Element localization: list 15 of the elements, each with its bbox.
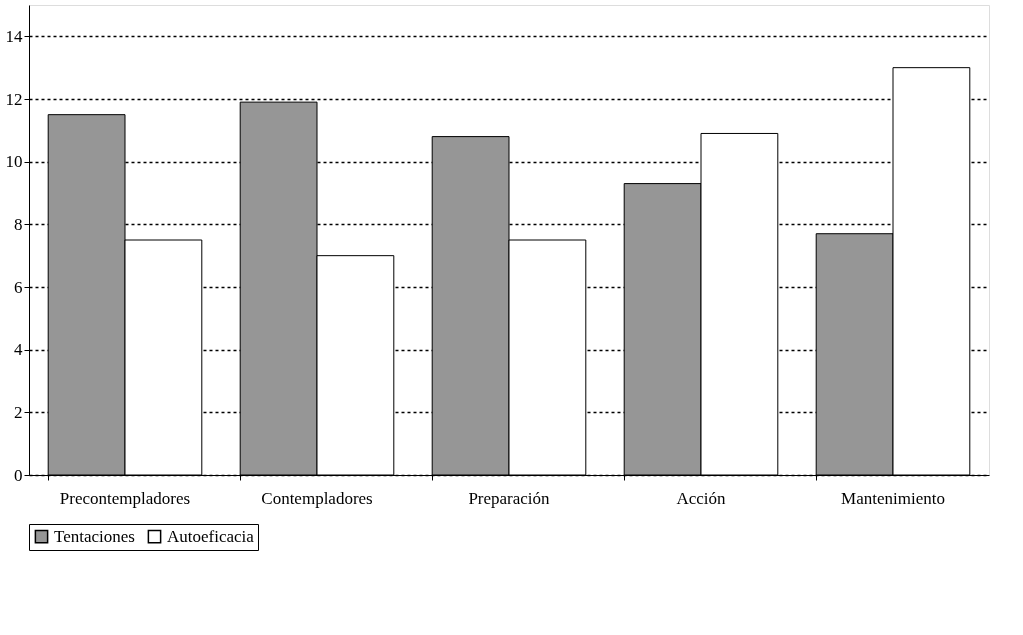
- y-tick-label: 6: [14, 277, 23, 297]
- legend-label: Autoeficacia: [167, 526, 255, 546]
- y-tick-label: 2: [14, 402, 23, 422]
- y-tick-label: 14: [5, 26, 23, 46]
- y-tick-label: 8: [14, 214, 23, 234]
- x-tick-label: Acción: [676, 488, 727, 508]
- x-tick-label: Preparación: [468, 488, 551, 508]
- legend-label: Tentaciones: [54, 526, 135, 546]
- y-tick-label: 4: [14, 340, 23, 360]
- y-tick-label: 12: [5, 89, 23, 109]
- x-tick-label: Contempladores: [261, 488, 373, 508]
- y-tick-label: 10: [5, 152, 23, 172]
- x-tick-label: Precontempladores: [59, 488, 191, 508]
- x-tick-label: Mantenimiento: [841, 488, 945, 508]
- y-tick-label: 0: [14, 465, 23, 485]
